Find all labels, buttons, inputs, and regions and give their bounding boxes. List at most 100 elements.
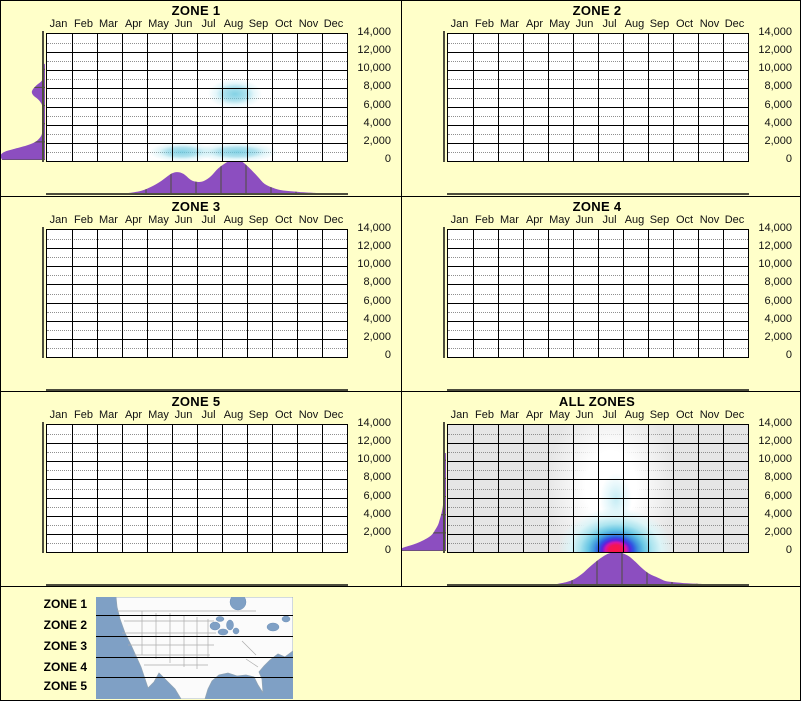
- month-label: Jun: [174, 214, 193, 226]
- month-label: Jul: [602, 409, 617, 421]
- major-gridline-horizontal: [448, 443, 748, 444]
- plot-grid: [46, 424, 348, 553]
- month-label: Mar: [99, 409, 118, 421]
- major-gridline-vertical: [122, 425, 123, 552]
- y-tick-label: 2,000: [363, 134, 391, 147]
- y-axis-line: [42, 422, 44, 553]
- y-tick-label: 2,000: [764, 525, 792, 538]
- zone-legend: ZONE 1 ZONE 2 ZONE 3 ZONE 4 ZONE 5: [1, 586, 401, 700]
- y-tick-label: 8,000: [764, 276, 792, 289]
- major-gridline-vertical: [648, 230, 649, 357]
- row-divider: [1, 586, 800, 587]
- major-gridline-vertical: [673, 425, 674, 552]
- month-label: Nov: [699, 18, 720, 30]
- major-gridline-vertical: [322, 34, 323, 161]
- major-gridline-vertical: [197, 34, 198, 161]
- month-label: Oct: [675, 214, 694, 226]
- y-tick-label: 10,000: [758, 62, 792, 75]
- panel-zone-1: ZONE 1 Jan Feb Mar Apr May Jun Jul Aug Sep Oct Nov…: [1, 1, 401, 195]
- y-tick-label: 14,000: [357, 417, 391, 429]
- major-gridline-vertical: [623, 425, 624, 552]
- y-tick-label: 14,000: [357, 222, 391, 234]
- major-gridline-horizontal: [448, 461, 748, 462]
- major-gridline-vertical: [548, 230, 549, 357]
- month-label: Sep: [248, 18, 269, 30]
- month-label: Jul: [201, 214, 216, 226]
- major-gridline-vertical: [548, 425, 549, 552]
- plot-grid: [46, 33, 348, 162]
- major-gridline-vertical: [97, 230, 98, 357]
- y-tick-label: 4,000: [764, 116, 792, 129]
- major-gridline-vertical: [598, 425, 599, 552]
- panel-zone-4: ZONE 4 Jan Feb Mar Apr May Jun Jul Aug Sep Oct Nov…: [402, 197, 800, 391]
- major-gridline-vertical: [322, 230, 323, 357]
- month-label: Jul: [201, 409, 216, 421]
- y-tick-label: 4,000: [764, 507, 792, 520]
- month-label: May: [549, 18, 570, 30]
- major-gridline-horizontal: [47, 143, 347, 144]
- major-gridline-vertical: [723, 425, 724, 552]
- month-label: Sep: [248, 214, 269, 226]
- major-gridline-vertical: [222, 425, 223, 552]
- y-tick-label: 8,000: [363, 80, 391, 93]
- y-tick-label: 12,000: [357, 240, 391, 253]
- month-label: Mar: [500, 214, 519, 226]
- month-label: Oct: [274, 409, 293, 421]
- left-marginal-density: [402, 453, 446, 551]
- plot-grid: [447, 424, 749, 553]
- major-gridline-vertical: [648, 34, 649, 161]
- y-tick-label: 0: [785, 349, 792, 361]
- y-tick-label: 8,000: [764, 471, 792, 484]
- zone-boundary-line: [96, 677, 293, 678]
- month-label: Aug: [223, 18, 244, 30]
- major-gridline-vertical: [698, 425, 699, 552]
- major-gridline-horizontal: [47, 52, 347, 53]
- month-label: Apr: [124, 214, 143, 226]
- month-label: May: [148, 409, 169, 421]
- y-tick-label: 4,000: [363, 116, 391, 129]
- major-gridline-vertical: [548, 34, 549, 161]
- y-tick-label: 12,000: [357, 44, 391, 57]
- month-label: Feb: [74, 18, 93, 30]
- major-gridline-vertical: [673, 230, 674, 357]
- month-label: Aug: [223, 409, 244, 421]
- major-gridline-horizontal: [448, 303, 748, 304]
- month-label: Aug: [223, 214, 244, 226]
- month-label: Oct: [675, 409, 694, 421]
- month-label: Jan: [450, 214, 469, 226]
- bottom-marginal-density: [128, 159, 316, 193]
- month-label: Apr: [525, 18, 544, 30]
- y-tick-label: 12,000: [758, 240, 792, 253]
- y-tick-label: 0: [384, 544, 391, 556]
- month-label: Nov: [298, 214, 319, 226]
- x-axis-baseline: [447, 193, 749, 195]
- month-label: Apr: [124, 18, 143, 30]
- plot-grid: [46, 229, 348, 358]
- major-gridline-vertical: [72, 230, 73, 357]
- major-gridline-vertical: [197, 230, 198, 357]
- density-hotspot-faint: [196, 141, 278, 161]
- legend-label-zone-5: ZONE 5: [43, 679, 87, 693]
- month-label: Jan: [49, 214, 68, 226]
- month-label: Jan: [49, 409, 68, 421]
- major-gridline-horizontal: [448, 479, 748, 480]
- month-label: May: [148, 18, 169, 30]
- panel-zone-2: ZONE 2 Jan Feb Mar Apr May Jun Jul Aug Sep Oct Nov…: [402, 1, 800, 195]
- month-label: Nov: [699, 409, 720, 421]
- major-gridline-vertical: [122, 34, 123, 161]
- month-label: Sep: [649, 214, 670, 226]
- major-gridline-horizontal: [47, 339, 347, 340]
- y-axis-line: [443, 31, 445, 162]
- month-label: Feb: [74, 409, 93, 421]
- y-axis-line: [42, 227, 44, 358]
- major-gridline-vertical: [297, 230, 298, 357]
- bottom-marginal-density: [557, 551, 702, 584]
- major-gridline-vertical: [172, 425, 173, 552]
- major-gridline-vertical: [648, 425, 649, 552]
- month-label: Feb: [475, 409, 494, 421]
- y-tick-label: 14,000: [758, 417, 792, 429]
- y-tick-label: 4,000: [363, 312, 391, 325]
- major-gridline-vertical: [723, 230, 724, 357]
- major-gridline-vertical: [673, 34, 674, 161]
- panel-title: ZONE 3: [171, 199, 221, 214]
